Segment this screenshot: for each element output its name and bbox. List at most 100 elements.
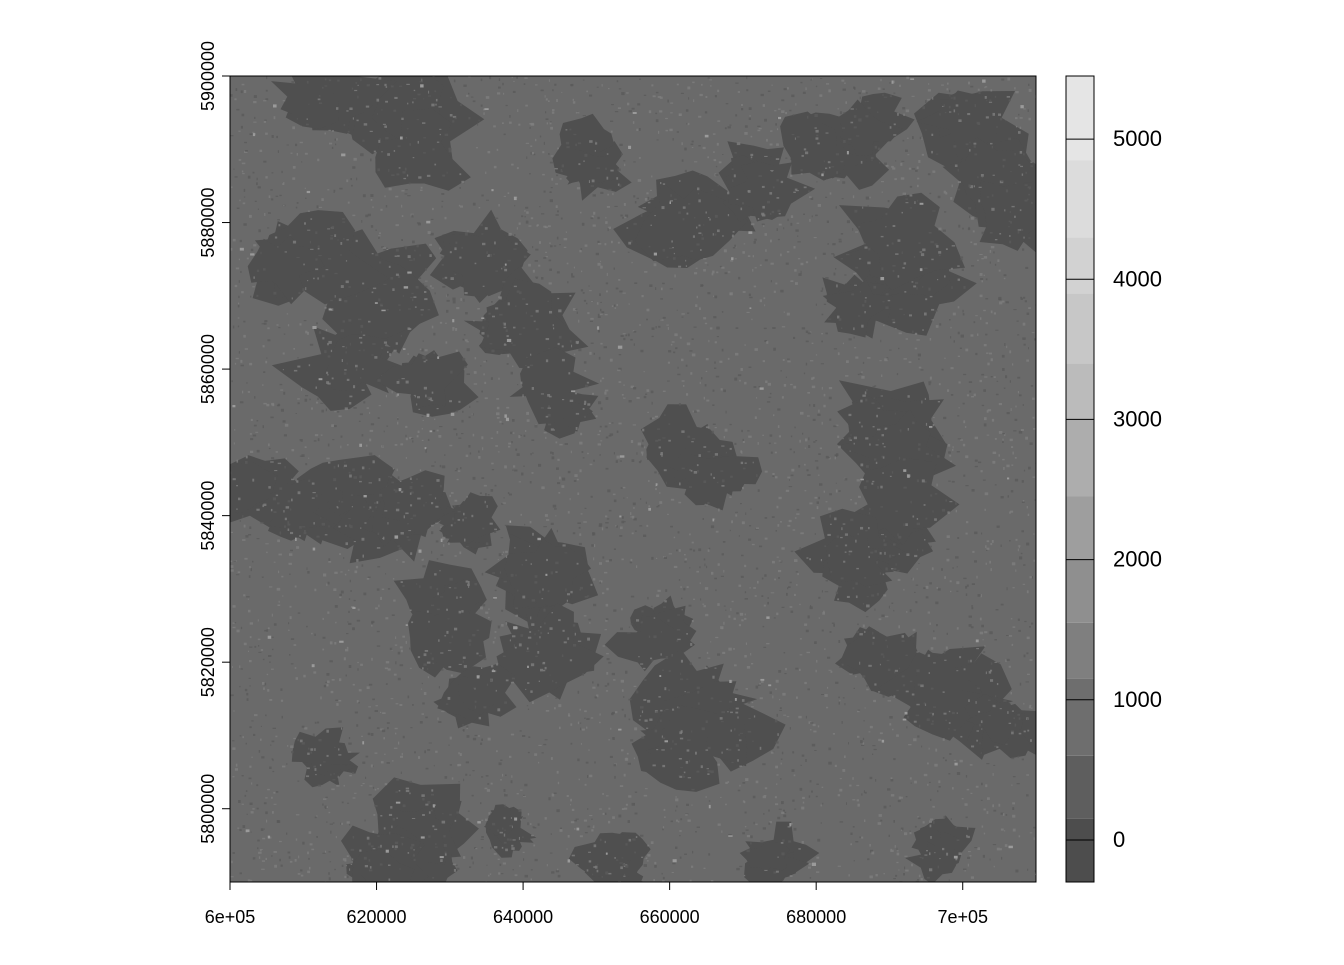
speckle: [244, 90, 247, 93]
speckle: [780, 521, 782, 523]
speckle: [760, 93, 764, 97]
speckle: [1012, 363, 1014, 366]
speckle: [716, 271, 719, 274]
speckle: [876, 592, 879, 596]
speckle: [1008, 137, 1011, 141]
speckle: [434, 497, 437, 500]
speckle: [708, 547, 711, 550]
speckle: [947, 389, 950, 392]
speckle: [862, 742, 865, 745]
speckle: [262, 837, 266, 840]
speckle: [556, 99, 558, 102]
speckle: [482, 242, 486, 246]
speckle: [884, 551, 886, 555]
speckle: [518, 809, 522, 812]
speckle: [513, 644, 515, 648]
speckle: [676, 131, 679, 133]
speckle: [557, 874, 561, 878]
speckle: [377, 566, 381, 568]
speckle: [623, 497, 625, 499]
speckle: [957, 181, 961, 183]
speckle: [446, 293, 449, 297]
speckle: [733, 174, 736, 178]
speckle: [660, 298, 663, 300]
speckle: [304, 727, 308, 730]
speckle: [758, 175, 762, 177]
speckle: [381, 109, 383, 111]
speckle: [374, 752, 378, 754]
speckle: [351, 861, 353, 864]
speckle: [231, 860, 233, 864]
speckle: [316, 401, 319, 404]
speckle: [646, 524, 649, 527]
speckle: [1017, 391, 1019, 394]
dark-patch: [269, 478, 339, 542]
speckle: [398, 741, 400, 745]
speckle: [400, 649, 403, 653]
speckle: [577, 492, 580, 495]
speckle: [880, 78, 882, 82]
speckle: [546, 558, 548, 562]
speckle: [398, 547, 402, 550]
speckle: [232, 747, 236, 750]
speckle: [1027, 186, 1031, 189]
speckle: [787, 476, 791, 479]
speckle: [595, 140, 597, 143]
speckle: [726, 748, 729, 751]
speckle: [839, 699, 841, 702]
speckle: [306, 625, 308, 628]
speckle: [891, 242, 894, 245]
speckle: [764, 574, 767, 577]
speckle: [483, 112, 485, 115]
speckle: [363, 856, 367, 860]
speckle: [778, 213, 781, 215]
speckle: [571, 808, 575, 811]
speckle: [966, 834, 968, 838]
speckle: [434, 573, 437, 576]
speckle: [605, 603, 609, 607]
speckle: [783, 384, 787, 387]
speckle: [438, 686, 440, 689]
speckle: [725, 781, 728, 784]
speckle: [420, 485, 424, 487]
speckle: [993, 312, 996, 315]
speckle: [958, 852, 962, 855]
speckle: [808, 863, 812, 866]
speckle: [640, 214, 643, 217]
speckle: [284, 466, 286, 469]
speckle: [361, 537, 365, 541]
speckle: [976, 739, 978, 742]
speckle: [561, 654, 564, 657]
speckle: [904, 866, 906, 870]
speckle: [859, 96, 861, 100]
speckle: [865, 398, 868, 402]
speckle: [1032, 416, 1035, 419]
speckle: [742, 486, 744, 490]
speckle: [864, 577, 867, 579]
speckle: [725, 609, 727, 611]
speckle: [1028, 187, 1031, 190]
speckle: [671, 872, 674, 873]
speckle: [776, 505, 779, 509]
speckle: [889, 475, 892, 477]
speckle: [286, 832, 288, 835]
speckle: [402, 584, 405, 587]
speckle: [620, 866, 623, 870]
speckle: [1002, 368, 1005, 371]
speckle: [932, 97, 934, 100]
speckle: [474, 700, 477, 703]
speckle: [722, 235, 724, 237]
speckle: [713, 159, 717, 162]
speckle: [566, 848, 568, 850]
speckle: [589, 94, 593, 97]
speckle: [357, 608, 360, 611]
speckle: [872, 426, 875, 428]
speckle: [853, 336, 855, 339]
speckle: [449, 736, 452, 740]
speckle: [404, 167, 407, 171]
speckle: [734, 258, 737, 260]
speckle: [687, 86, 691, 90]
speckle: [707, 264, 709, 266]
speckle: [314, 748, 316, 751]
speckle: [561, 170, 563, 173]
